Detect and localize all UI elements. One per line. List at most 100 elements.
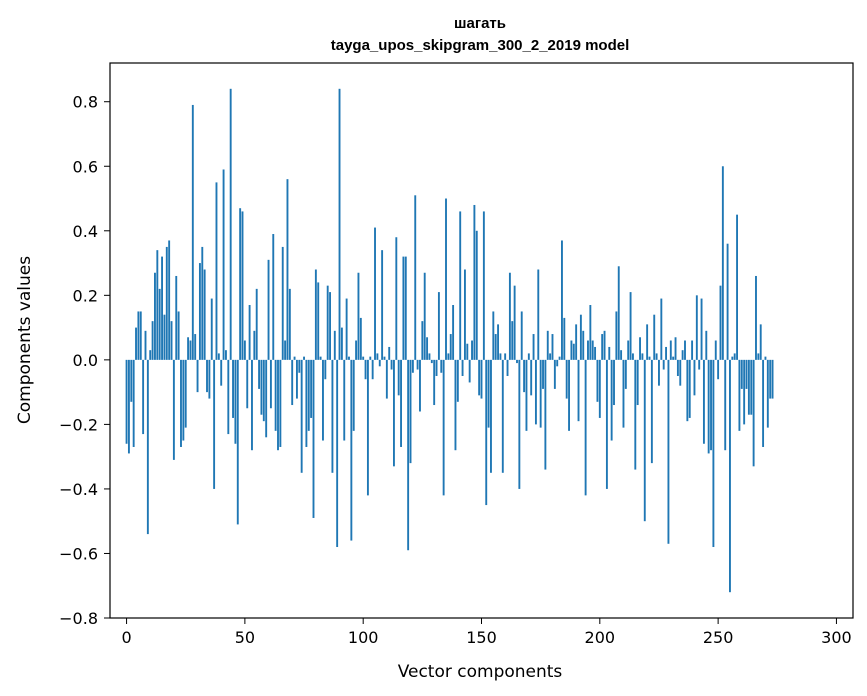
bar-32 [201, 246, 204, 360]
bar-178 [546, 330, 549, 360]
bar-238 [688, 359, 691, 418]
bar-46 [234, 359, 237, 444]
bar-137 [449, 334, 452, 360]
bar-179 [549, 353, 552, 360]
bar-40 [220, 359, 223, 386]
bar-89 [336, 359, 339, 548]
bar-216 [636, 359, 639, 406]
bar-268 [759, 324, 762, 360]
y-axis: −0.8 −0.6 −0.4 −0.2 0.0 0.2 0.4 0.6 0.8 [59, 93, 110, 628]
bar-116 [400, 359, 402, 447]
bar-53 [251, 359, 253, 451]
bar-171 [530, 359, 533, 396]
bar-80 [314, 269, 317, 360]
bar-18 [168, 240, 171, 360]
chart-subtitle: tayga_upos_skipgram_300_2_2019 model [331, 37, 630, 54]
bar-153 [487, 359, 490, 428]
bar-44 [229, 88, 232, 360]
bar-97 [355, 340, 358, 360]
bar-134 [442, 359, 445, 496]
bar-210 [622, 359, 625, 428]
bar-121 [411, 359, 414, 373]
bar-24 [182, 359, 185, 441]
y-tick-label-3: −0.2 [59, 415, 98, 434]
bar-221 [648, 356, 651, 360]
bar-208 [617, 266, 620, 360]
bar-112 [390, 359, 393, 370]
x-axis: 0 50 100 150 200 250 300 [121, 618, 852, 647]
bar-196 [589, 305, 592, 360]
bar-50 [243, 340, 246, 360]
bar-140 [456, 359, 459, 402]
bar-246 [707, 359, 710, 454]
bar-100 [362, 356, 365, 360]
bar-148 [475, 230, 478, 360]
bar-254 [726, 243, 729, 360]
bar-217 [639, 337, 641, 360]
bar-72 [295, 359, 298, 399]
bar-123 [416, 359, 419, 370]
bar-163 [511, 321, 514, 360]
bar-21 [175, 275, 178, 360]
bar-6 [139, 311, 142, 360]
bar-184 [561, 240, 563, 360]
bar-266 [755, 275, 757, 360]
bar-175 [539, 359, 542, 428]
bar-192 [579, 314, 582, 360]
bar-95 [350, 359, 353, 541]
y-tick-label-1: −0.6 [59, 544, 98, 563]
bar-104 [371, 359, 374, 380]
bar-209 [620, 350, 623, 360]
bar-191 [577, 359, 580, 422]
bar-226 [660, 298, 663, 360]
bar-212 [627, 340, 630, 360]
bar-90 [338, 88, 341, 360]
bar-41 [222, 169, 225, 360]
bar-99 [359, 317, 362, 360]
bar-55 [255, 288, 258, 360]
bar-105 [374, 227, 376, 360]
bar-170 [527, 353, 530, 360]
bar-118 [404, 256, 407, 360]
bar-159 [501, 359, 504, 473]
bar-76 [305, 359, 308, 447]
bar-199 [596, 359, 599, 402]
bar-232 [674, 337, 677, 360]
bar-169 [525, 359, 528, 431]
bar-63 [274, 359, 277, 431]
bar-132 [437, 292, 440, 360]
bar-2 [130, 359, 133, 402]
bar-54 [253, 330, 256, 360]
bar-249 [714, 340, 717, 360]
bar-202 [603, 330, 606, 360]
bar-125 [421, 321, 424, 360]
bar-157 [497, 324, 500, 360]
bar-165 [516, 359, 518, 364]
bar-205 [610, 359, 613, 441]
bar-122 [414, 195, 417, 360]
bar-230 [669, 340, 672, 360]
bar-269 [762, 359, 765, 447]
bar-34 [206, 359, 208, 393]
bar-126 [423, 272, 426, 360]
bar-198 [594, 346, 597, 360]
bar-7 [142, 359, 145, 435]
bar-160 [504, 353, 507, 360]
bar-227 [662, 359, 665, 370]
bar-69 [288, 288, 291, 360]
bar-257 [733, 353, 736, 360]
bar-197 [591, 340, 594, 360]
bar-59 [265, 359, 268, 438]
bar-117 [402, 256, 405, 360]
bar-219 [643, 359, 646, 522]
bar-215 [634, 359, 637, 470]
bar-189 [572, 343, 575, 360]
bar-195 [587, 340, 589, 360]
x-tick-label-250: 250 [703, 628, 734, 647]
bar-203 [605, 359, 608, 489]
bar-158 [499, 353, 502, 360]
bar-261 [743, 359, 746, 425]
bar-136 [447, 353, 450, 360]
bar-248 [712, 359, 715, 548]
bar-1 [127, 359, 130, 454]
